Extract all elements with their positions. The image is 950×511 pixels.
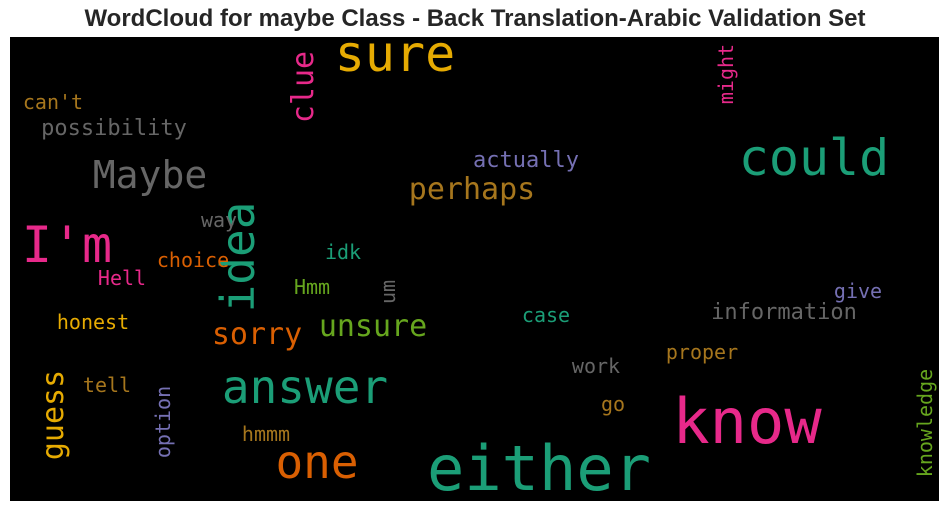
word-4: I'm bbox=[21, 216, 113, 274]
word-3: could bbox=[738, 129, 890, 187]
word-30: tell bbox=[82, 373, 132, 397]
word-17: actually bbox=[473, 148, 579, 173]
word-33: go bbox=[600, 392, 626, 416]
word-31: option bbox=[151, 385, 175, 459]
word-10: clue bbox=[286, 50, 321, 124]
word-27: case bbox=[521, 303, 571, 327]
word-16: might bbox=[714, 43, 738, 105]
word-8: Maybe bbox=[92, 153, 208, 197]
word-11: sorry bbox=[211, 317, 303, 352]
word-1: know bbox=[672, 385, 822, 458]
word-21: Hell bbox=[97, 266, 147, 290]
word-29: work bbox=[571, 354, 621, 378]
word-12: unsure bbox=[318, 309, 428, 344]
word-13: guess bbox=[36, 369, 71, 461]
word-15: can't bbox=[22, 90, 84, 114]
word-2: sure bbox=[334, 37, 456, 83]
word-14: possibility bbox=[41, 116, 187, 141]
word-23: um bbox=[376, 279, 400, 305]
word-28: proper bbox=[665, 340, 739, 364]
word-34: hmmm bbox=[241, 422, 291, 446]
chart-title: WordCloud for maybe Class - Back Transla… bbox=[84, 5, 866, 32]
word-32: knowledge bbox=[913, 368, 937, 478]
word-18: way bbox=[200, 208, 238, 232]
word-22: Hmm bbox=[293, 275, 331, 299]
word-25: information bbox=[711, 300, 857, 325]
word-7: one bbox=[275, 435, 359, 489]
word-cloud-canvas: either know sure could I'm idea answer one Maybe… bbox=[10, 37, 939, 501]
word-20: idk bbox=[324, 240, 362, 264]
word-9: perhaps bbox=[408, 172, 536, 207]
word-0: either bbox=[427, 432, 651, 501]
word-26: honest bbox=[56, 310, 130, 334]
word-6: answer bbox=[221, 360, 389, 414]
word-24: give bbox=[833, 279, 883, 303]
word-19: choice bbox=[156, 248, 230, 272]
